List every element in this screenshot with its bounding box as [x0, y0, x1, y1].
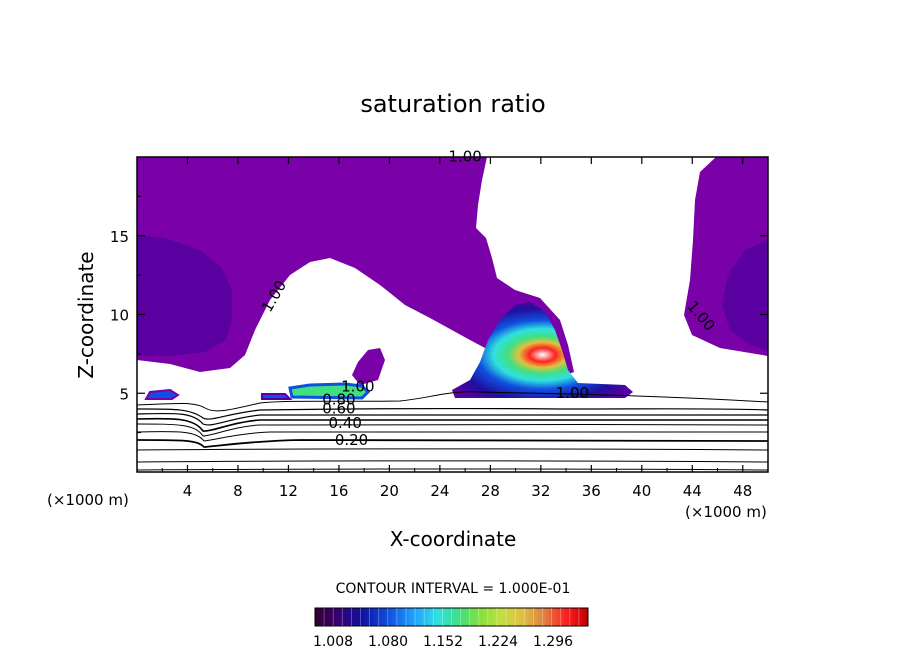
x-unit-left: (×1000 m)	[47, 491, 129, 509]
supersaturated-plume	[452, 302, 633, 398]
x-unit-right: (×1000 m)	[685, 503, 767, 521]
colorbar-label: 1.080	[368, 634, 408, 650]
contour-label: 1.00	[448, 148, 481, 166]
x-tick-label: 40	[632, 482, 651, 500]
cloud-layer-left	[288, 382, 371, 400]
contour-label: 1.00	[556, 384, 589, 402]
x-tick-label: 8	[233, 482, 243, 500]
x-tick-label: 24	[430, 482, 449, 500]
colorbar-label: 1.224	[478, 634, 518, 650]
x-tick-label: 4	[183, 482, 193, 500]
x-tick-label: 32	[531, 482, 550, 500]
y-tick-label: 15	[110, 228, 129, 246]
x-tick-label: 12	[279, 482, 298, 500]
plot-area	[137, 157, 768, 472]
contour-label: 1.00	[341, 378, 374, 396]
cloud-layer-far-left	[144, 388, 180, 400]
contour-label: 0.80	[322, 390, 355, 408]
contour-label: 0.20	[335, 431, 368, 449]
x-tick-label: 20	[380, 482, 399, 500]
colorbar-label: 1.296	[533, 634, 573, 650]
colorbar-stripes	[323, 608, 580, 626]
cloud-layer-small	[261, 393, 293, 400]
subsaturated-blob	[352, 348, 385, 385]
y-ticks: 5 10 15	[110, 195, 768, 434]
colorbar-label: 1.152	[423, 634, 463, 650]
x-tick-label: 36	[582, 482, 601, 500]
x-ticks: 4 8 12 16 20 24 28 32 36 40 44 48	[161, 157, 752, 500]
x-tick-label: 28	[481, 482, 500, 500]
contour-label: 0.60	[322, 400, 355, 418]
x-tick-label: 44	[683, 482, 702, 500]
colorbar-label: 1.008	[313, 634, 353, 650]
y-axis-title: Z-coordinate	[74, 251, 98, 378]
contour-label: 0.40	[329, 414, 362, 432]
colorbar	[314, 607, 589, 627]
deep-region-right	[722, 240, 768, 350]
contour-interval-text: CONTOUR INTERVAL = 1.000E-01	[336, 581, 571, 597]
subsaturated-region-left	[137, 157, 574, 375]
colorbar-labels: 1.008 1.080 1.152 1.224 1.296	[313, 634, 573, 650]
x-axis-title: X-coordinate	[390, 527, 517, 551]
deep-region-left	[137, 235, 232, 356]
y-tick-label: 10	[110, 307, 129, 325]
x-tick-label: 48	[733, 482, 752, 500]
x-tick-label: 16	[329, 482, 348, 500]
y-tick-label: 5	[119, 385, 129, 403]
chart-title: saturation ratio	[360, 90, 545, 118]
